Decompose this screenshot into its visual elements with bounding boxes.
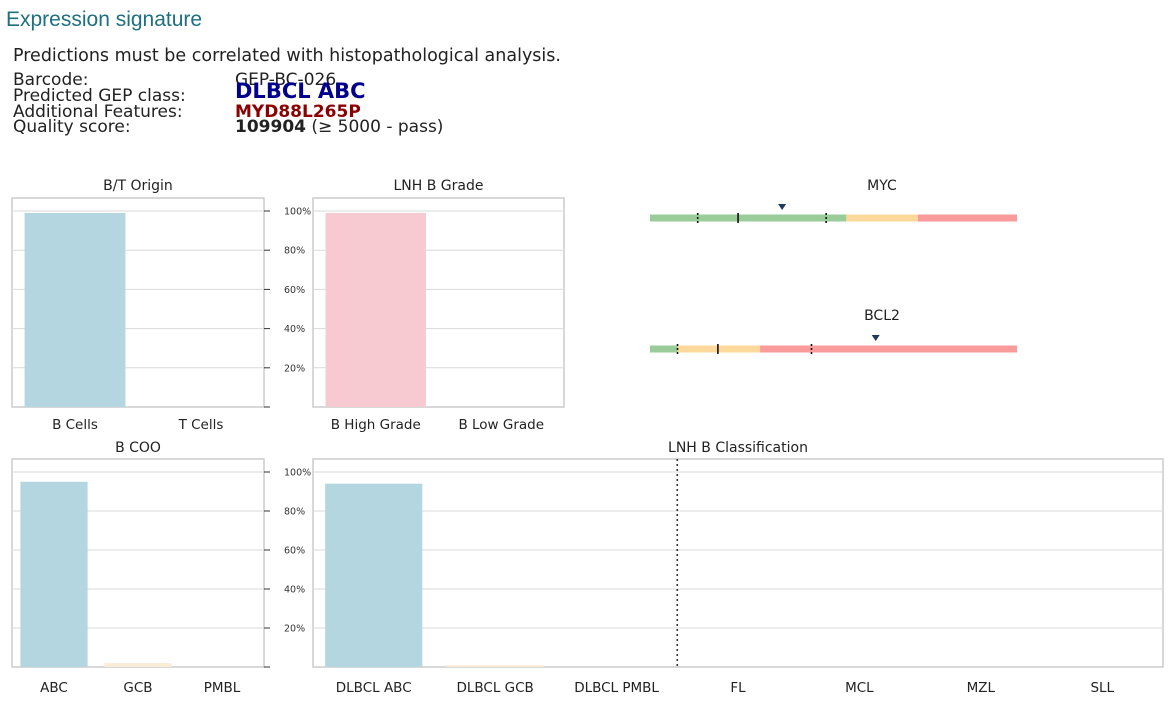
quality-score-number: 109904 [235,117,306,137]
lnh-b-grade-bar-b-high-grade [325,212,426,407]
b-t-origin-xlabel-b-cells: B Cells [52,417,98,433]
barcode-label: Barcode: [13,70,89,90]
quality-score-threshold: (≥ 5000 - pass) [311,117,444,137]
myc-marker-icon [778,204,787,210]
barcode-value: GEP-BC-026 [235,70,337,90]
b-coo-ytick-label-80: 80% [284,507,305,518]
b-coo-xlabel-pmbl: PMBL [204,680,241,696]
gep-class-label: Predicted GEP class: [13,86,186,106]
b-coo-xlabel-abc: ABC [40,680,68,696]
b-coo-ytick-label-60: 60% [284,546,305,557]
b-t-origin-ytick-label-100: 100% [284,207,311,218]
quality-score-value: 109904 (≥ 5000 - pass) [235,119,443,136]
lnh-b-classification-xlabel-dlbcl-abc: DLBCL ABC [336,680,412,696]
b-coo-xlabel-gcb: GCB [123,680,152,696]
b-t-origin-title: B/T Origin [103,178,173,194]
lnh-b-grade-xlabel-b-high-grade: B High Grade [331,417,421,433]
bcl2-segment-orange [677,345,761,353]
b-coo-ytick-label-100: 100% [284,468,311,479]
bcl2-marker-icon [871,335,880,341]
b-t-origin-xlabel-t-cells: T Cells [178,417,224,433]
b-coo-title: B COO [115,440,161,456]
b-t-origin-ytick-label-60: 60% [284,285,305,296]
lnh-b-classification-xlabel-sll: SLL [1090,680,1114,696]
b-coo-bar-gcb [104,663,172,667]
bcl2-title: BCL2 [864,308,900,324]
bcl2-segment-green [650,345,678,353]
b-t-origin-ytick-label-40: 40% [284,324,305,335]
lnh-b-classification-xlabel-mcl: MCL [845,680,874,696]
b-t-origin-bar-b-cells [24,212,126,407]
b-coo-ytick-label-20: 20% [284,624,305,635]
lnh-b-grade-xlabel-b-low-grade: B Low Grade [458,417,544,433]
myc-segment-green [650,214,847,222]
myc-segment-orange [846,214,918,222]
b-coo-ytick-label-40: 40% [284,585,305,596]
lnh-b-classification-xlabel-dlbcl-pmbl: DLBCL PMBL [574,680,659,696]
b-t-origin-ytick-label-20: 20% [284,363,305,374]
bcl2-segment-red [760,345,1017,353]
lnh-b-classification-xlabel-dlbcl-gcb: DLBCL GCB [456,680,533,696]
lnh-b-classification-title: LNH B Classification [668,440,808,456]
lnh-b-classification-frame [312,458,1164,668]
myc-segment-red [917,214,1017,222]
lnh-b-classification-xlabel-fl: FL [730,680,746,696]
additional-features-label: Additional Features: [13,102,183,122]
gep-class-value: DLBCL ABC [235,79,366,103]
lnh-b-classification-bar-dlbcl-abc [325,483,423,667]
b-t-origin-ytick-label-80: 80% [284,246,305,257]
section-title: Expression signature [6,8,203,31]
lnh-b-grade-title: LNH B Grade [394,178,484,194]
quality-score-label: Quality score: [13,117,131,137]
lnh-b-classification-xlabel-mzl: MZL [967,680,996,696]
myc-title: MYC [867,178,897,194]
b-coo-bar-abc [20,481,88,667]
lnh-b-classification-bar-dlbcl-gcb [446,665,544,667]
disclaimer-note: Predictions must be correlated with hist… [13,46,561,66]
additional-features-value: MYD88L265P [235,102,361,122]
